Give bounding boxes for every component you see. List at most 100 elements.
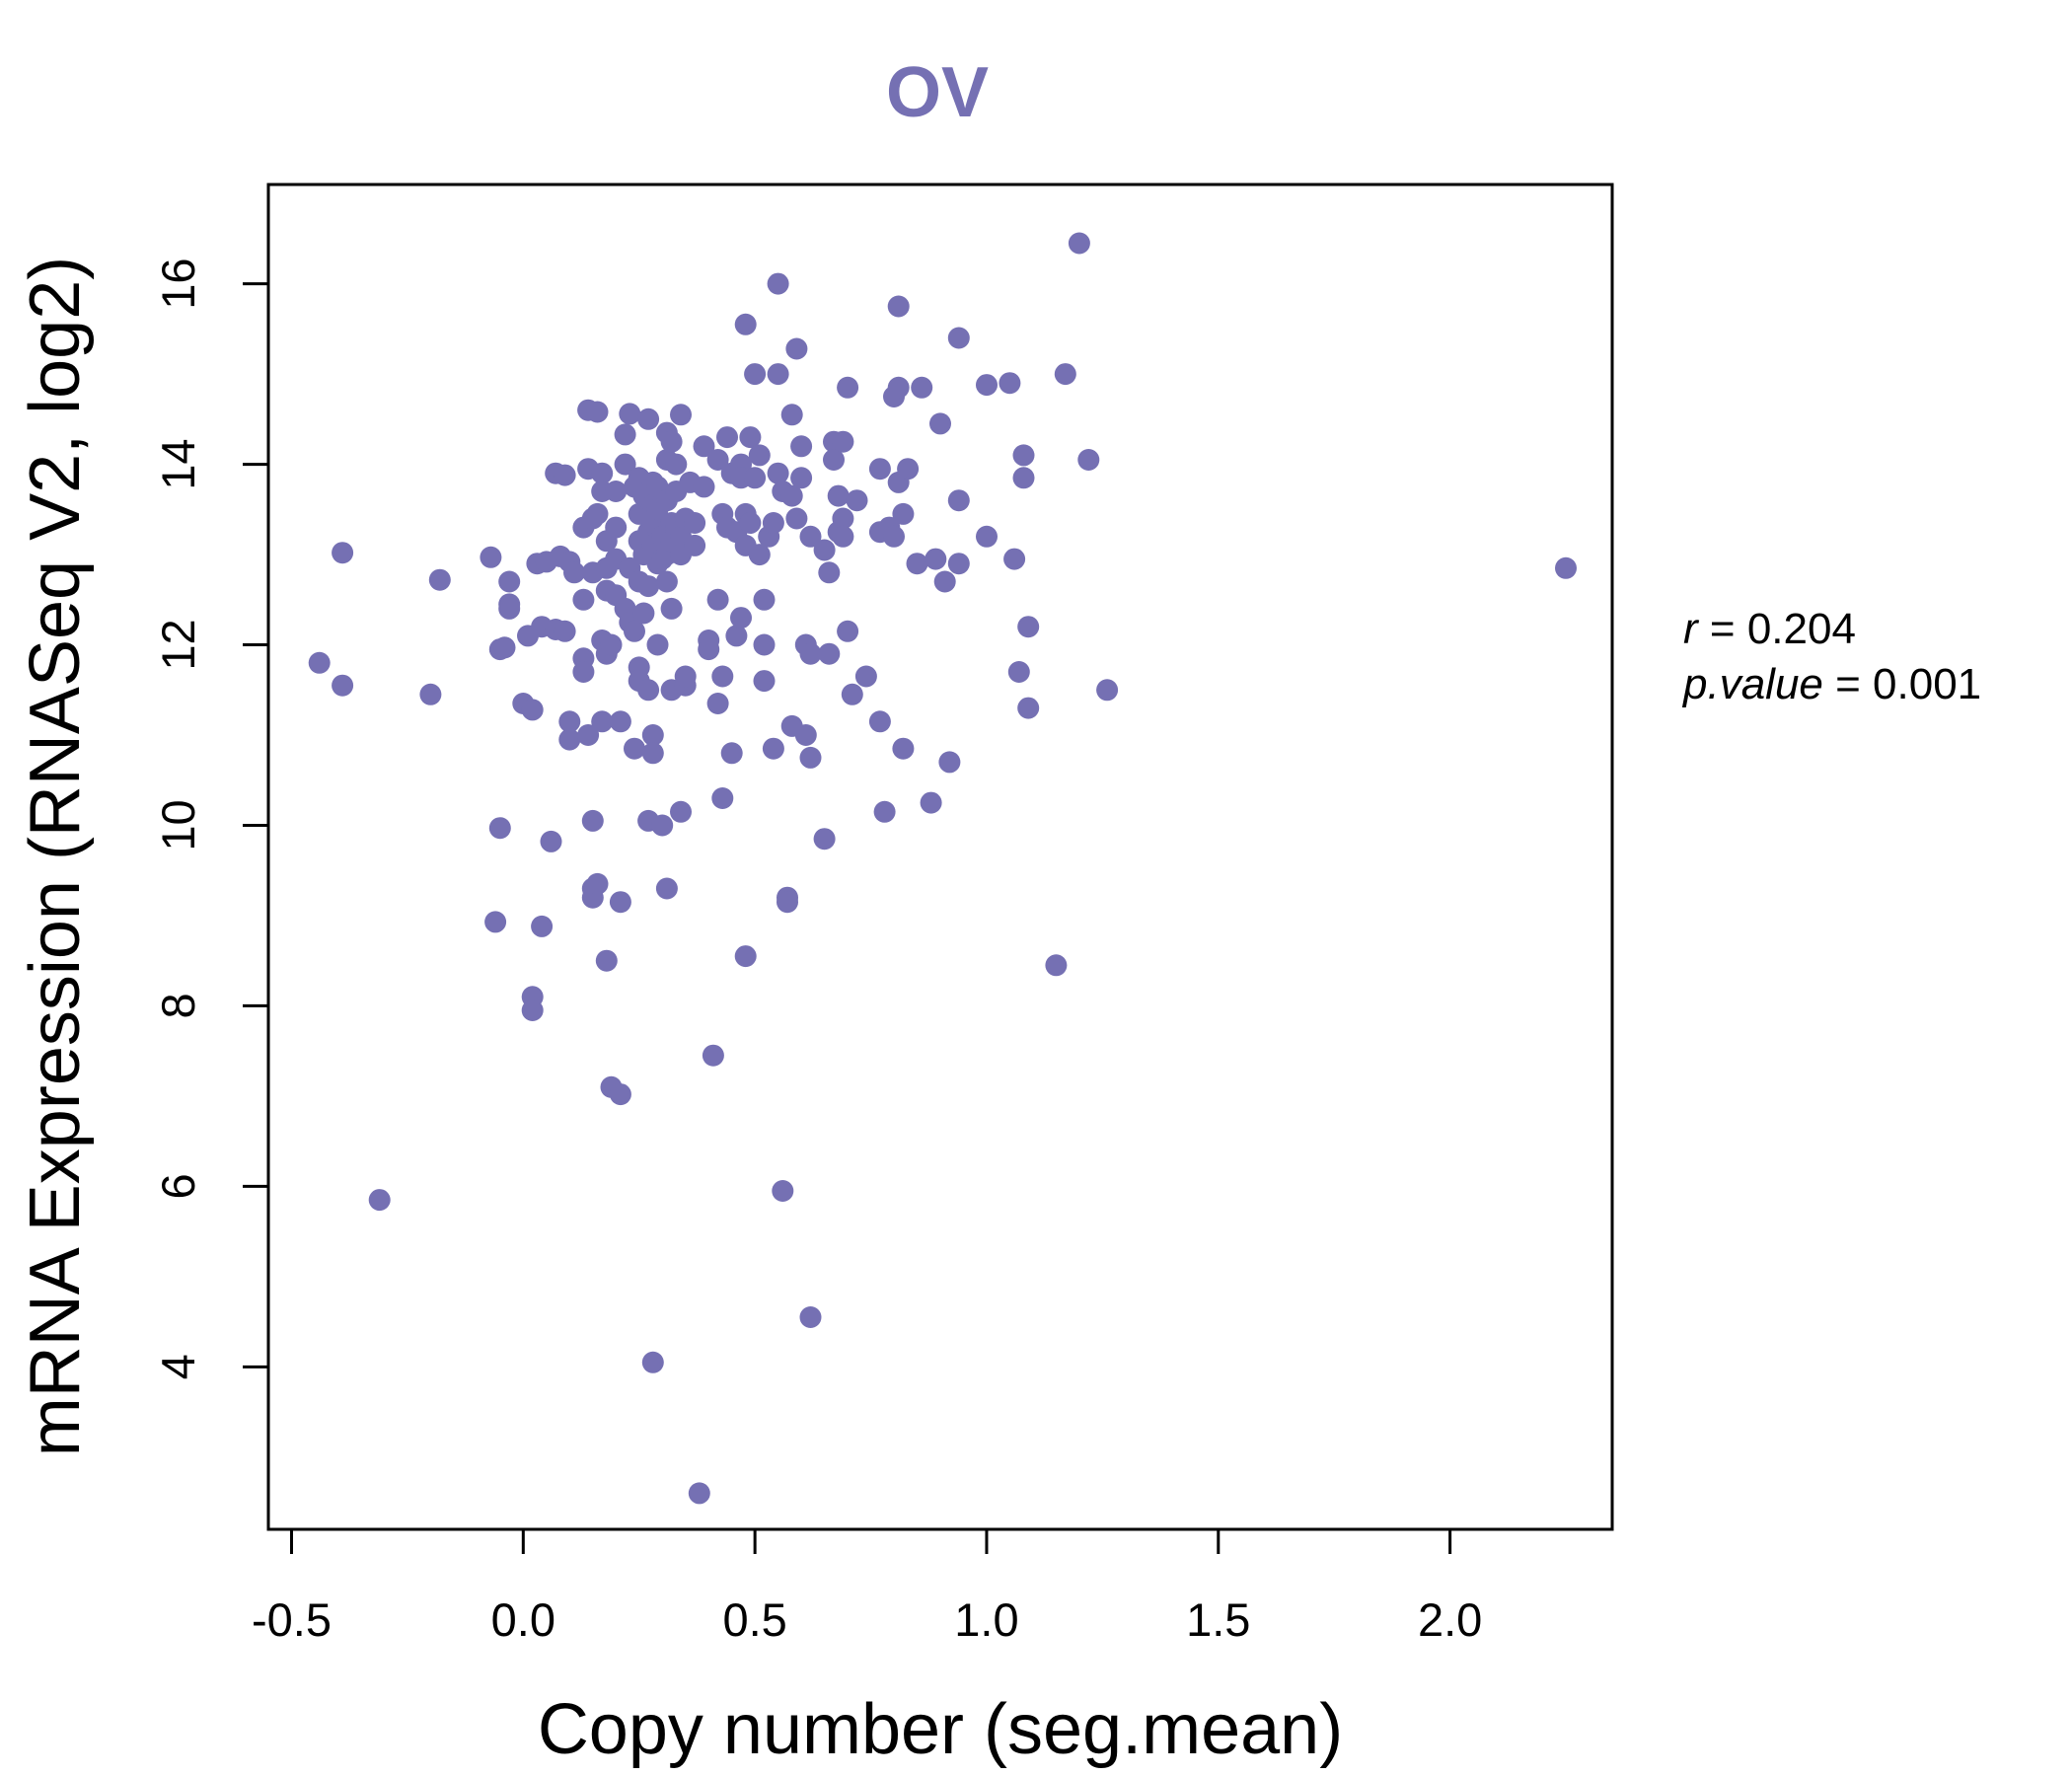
plot-frame <box>266 183 1614 1531</box>
r-value: 0.204 <box>1747 605 1856 653</box>
x-tick-label: -0.5 <box>252 1593 332 1646</box>
data-point <box>739 512 762 534</box>
data-point <box>670 404 692 426</box>
data-point <box>813 828 836 851</box>
data-point <box>1096 679 1119 702</box>
data-point <box>767 462 789 484</box>
data-point <box>308 651 331 674</box>
data-point <box>823 449 845 471</box>
data-point <box>753 670 776 693</box>
data-point <box>1017 616 1040 638</box>
data-point <box>586 401 609 423</box>
data-point <box>581 809 604 832</box>
r-equals: = <box>1710 605 1747 653</box>
data-point <box>614 453 636 476</box>
y-axis: 4 6 8 10 12 14 16 <box>152 258 270 1379</box>
x-axis: -0.5 0.0 0.5 1.0 1.5 2.0 <box>252 1527 1482 1646</box>
data-point <box>832 507 854 530</box>
data-point <box>488 817 511 840</box>
data-point <box>799 746 822 769</box>
x-tick-label: 0.5 <box>722 1593 786 1646</box>
data-point <box>572 588 595 611</box>
data-point <box>600 633 623 656</box>
data-point <box>521 699 544 721</box>
data-point <box>1012 444 1035 467</box>
data-point <box>577 724 600 746</box>
data-point <box>572 661 595 683</box>
data-point <box>595 949 618 972</box>
y-tick-label: 14 <box>152 438 204 489</box>
y-tick-label: 12 <box>152 619 204 670</box>
data-point <box>711 665 734 688</box>
data-point <box>790 467 813 489</box>
data-point <box>767 272 789 295</box>
data-point <box>999 372 1021 395</box>
svg-text:p.value = 0.001: p.value = 0.001 <box>1681 660 1981 708</box>
data-point <box>586 872 609 895</box>
data-point <box>706 588 729 611</box>
data-point <box>651 814 674 837</box>
data-point <box>799 642 822 665</box>
data-point <box>660 430 683 453</box>
data-point <box>698 638 720 661</box>
data-point <box>655 877 678 900</box>
data-point <box>929 412 951 435</box>
data-point <box>619 403 641 425</box>
data-point <box>684 534 706 556</box>
data-point <box>883 525 905 548</box>
data-point <box>832 525 854 548</box>
data-point <box>1012 467 1035 489</box>
data-point <box>799 525 822 548</box>
data-point <box>531 915 554 937</box>
data-point <box>1077 449 1100 471</box>
data-point <box>711 787 734 809</box>
data-point <box>841 683 863 705</box>
data-point <box>498 597 521 620</box>
data-point <box>484 911 507 933</box>
data-point <box>368 1189 391 1212</box>
data-point <box>1054 363 1076 386</box>
data-point <box>586 502 609 525</box>
data-point <box>976 525 998 548</box>
y-axis-title: mRNA Expression (RNASeq V2, log2) <box>16 257 95 1456</box>
data-point <box>540 830 562 852</box>
y-tick-label: 6 <box>152 1173 204 1199</box>
data-point <box>794 724 817 746</box>
data-point <box>720 742 743 765</box>
data-point <box>947 489 970 512</box>
r-label: r <box>1683 605 1700 653</box>
data-point <box>748 544 771 566</box>
data-point <box>558 728 581 751</box>
data-point <box>624 737 645 760</box>
data-point <box>854 665 877 688</box>
p-value: 0.001 <box>1873 660 1981 708</box>
data-point <box>938 751 961 774</box>
data-point <box>813 539 836 561</box>
data-point <box>762 737 784 760</box>
data-point <box>753 633 776 656</box>
data-point <box>1068 232 1090 255</box>
data-point <box>591 462 614 484</box>
data-point <box>563 561 585 584</box>
data-point <box>799 1306 822 1328</box>
data-point <box>730 607 752 629</box>
data-point <box>498 570 521 593</box>
data-point <box>702 1044 724 1067</box>
p-label: p.value <box>1681 660 1823 708</box>
data-point <box>1007 661 1030 683</box>
data-point <box>947 327 970 349</box>
correlation-stats: r = 0.204 p.value = 0.001 <box>1681 605 1981 708</box>
data-point <box>911 376 933 399</box>
data-point <box>641 724 664 746</box>
data-point <box>887 376 910 399</box>
y-tick-label: 4 <box>152 1354 204 1379</box>
data-point <box>637 407 660 430</box>
data-point <box>684 512 706 534</box>
data-point <box>614 423 636 446</box>
data-point <box>827 484 850 507</box>
data-point <box>693 476 715 498</box>
data-point <box>332 542 354 564</box>
data-point <box>419 683 442 705</box>
data-point <box>665 453 688 476</box>
